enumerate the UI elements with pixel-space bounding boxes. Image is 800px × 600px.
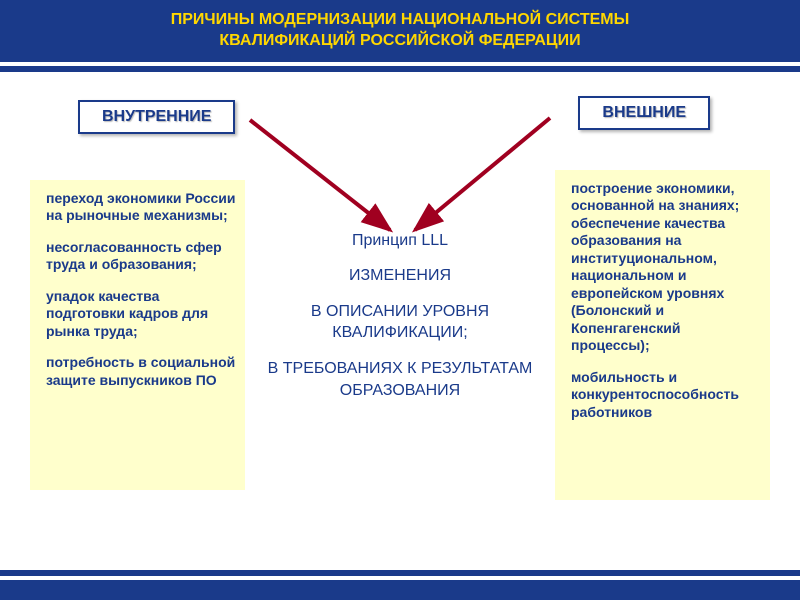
external-reasons-panel: построение экономики, основанной на знан…	[555, 170, 770, 500]
center-text: В ТРЕБОВАНИЯХ К РЕЗУЛЬТАТАМ ОБРАЗОВАНИЯ	[265, 358, 535, 401]
center-text: ИЗМЕНЕНИЯ	[265, 265, 535, 287]
title-line-2: КВАЛИФИКАЦИЙ РОССИЙСКОЙ ФЕДЕРАЦИИ	[219, 32, 580, 49]
content-area: ВНУТРЕННИЕ ВНЕШНИЕ переход экономики Рос…	[0, 72, 800, 552]
header-band: ПРИЧИНЫ МОДЕРНИЗАЦИИ НАЦИОНАЛЬНОЙ СИСТЕМ…	[0, 0, 800, 62]
center-principle-panel: Принцип LLL ИЗМЕНЕНИЯ В ОПИСАНИИ УРОВНЯ …	[265, 230, 535, 416]
list-item: несогласованность сфер труда и образован…	[38, 239, 237, 274]
internal-reasons-list: переход экономики России на рыночные мех…	[38, 190, 237, 390]
internal-reasons-panel: переход экономики России на рыночные мех…	[30, 180, 245, 490]
list-item: переход экономики России на рыночные мех…	[38, 190, 237, 225]
arrows-diagram	[240, 110, 560, 250]
page-title: ПРИЧИНЫ МОДЕРНИЗАЦИИ НАЦИОНАЛЬНОЙ СИСТЕМ…	[40, 10, 760, 52]
arrow-right	[415, 118, 550, 230]
list-item: потребность в социальной защите выпускни…	[38, 354, 237, 389]
category-external-box: ВНЕШНИЕ	[578, 96, 710, 130]
center-text: Принцип LLL	[265, 230, 535, 252]
title-line-1: ПРИЧИНЫ МОДЕРНИЗАЦИИ НАЦИОНАЛЬНОЙ СИСТЕМ…	[171, 11, 630, 28]
list-item: упадок качества подготовки кадров для ры…	[38, 288, 237, 341]
list-item: мобильность и конкурентоспособность рабо…	[563, 369, 762, 422]
list-item: построение экономики, основанной на знан…	[563, 180, 762, 355]
footer-band	[0, 580, 800, 600]
category-internal-box: ВНУТРЕННИЕ	[78, 100, 235, 134]
category-external-label: ВНЕШНИЕ	[602, 104, 686, 121]
category-internal-label: ВНУТРЕННИЕ	[102, 108, 211, 125]
external-reasons-list: построение экономики, основанной на знан…	[563, 180, 762, 422]
center-text: В ОПИСАНИИ УРОВНЯ КВАЛИФИКАЦИИ;	[265, 301, 535, 344]
footer-divider	[0, 570, 800, 576]
arrow-left	[250, 120, 390, 230]
